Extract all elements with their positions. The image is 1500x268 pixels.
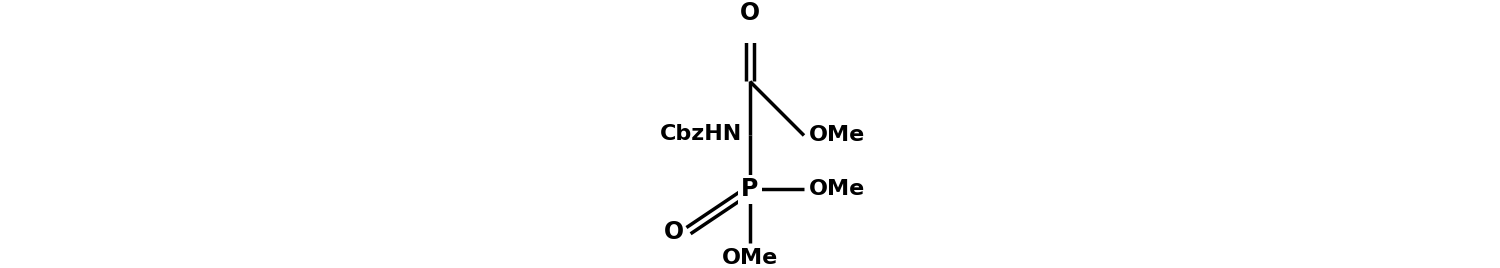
- Text: OMe: OMe: [808, 179, 864, 199]
- Text: P: P: [741, 177, 759, 202]
- Text: OMe: OMe: [722, 248, 778, 268]
- Text: CbzHN: CbzHN: [660, 124, 742, 144]
- Text: O: O: [740, 1, 760, 24]
- Text: O: O: [664, 220, 684, 244]
- Text: OMe: OMe: [808, 125, 864, 145]
